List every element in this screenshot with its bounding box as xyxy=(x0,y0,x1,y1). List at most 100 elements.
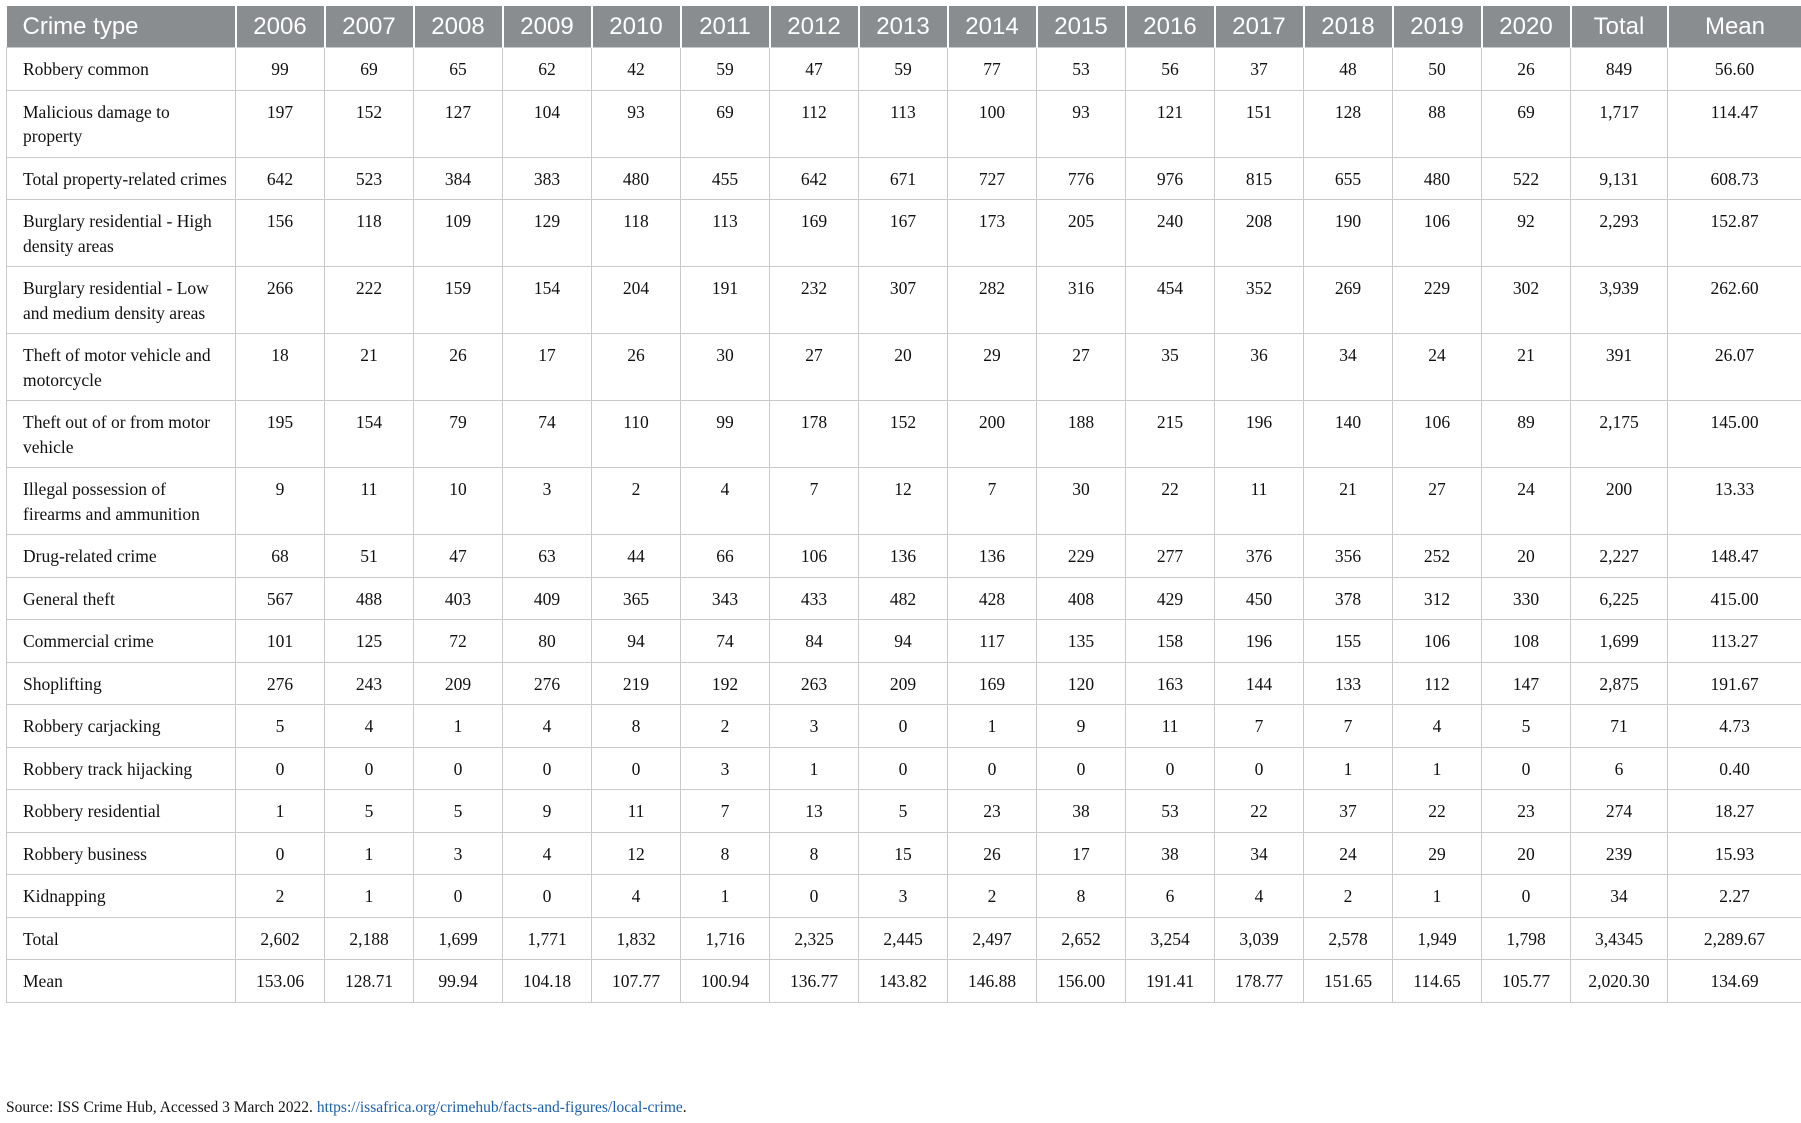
data-cell: 0 xyxy=(1214,746,1304,790)
data-cell: 118 xyxy=(591,199,681,267)
data-cell: 4.73 xyxy=(1667,704,1801,748)
data-cell: 3,4345 xyxy=(1570,916,1668,960)
data-cell: 191.41 xyxy=(1125,959,1215,1003)
row-label-cell: Kidnapping xyxy=(6,874,236,918)
row-label-cell: Theft out of or from motor vehicle xyxy=(6,400,236,468)
data-cell: 7 xyxy=(1214,704,1304,748)
data-cell: 48 xyxy=(1303,47,1393,91)
table-row: Kidnapping 2 1 0 0 4 1 0 3 2 8 6 4 2 1 0 34 2.27 xyxy=(6,874,1801,918)
data-cell: 59 xyxy=(680,47,770,91)
data-cell: 2,020.30 xyxy=(1570,959,1668,1003)
data-cell: 0 xyxy=(1481,874,1571,918)
data-cell: 480 xyxy=(591,156,681,200)
data-cell: 209 xyxy=(413,661,503,705)
data-cell: 27 xyxy=(769,333,859,401)
column-header: 2010 xyxy=(591,6,682,48)
data-cell: 22 xyxy=(1214,789,1304,833)
column-header: 2007 xyxy=(324,6,415,48)
row-label-cell: Robbery common xyxy=(6,47,236,91)
data-cell: 24 xyxy=(1481,467,1571,535)
data-cell: 263 xyxy=(769,661,859,705)
data-cell: 167 xyxy=(858,199,948,267)
data-cell: 1,949 xyxy=(1392,916,1482,960)
data-cell: 9 xyxy=(235,467,325,535)
column-header: 2018 xyxy=(1303,6,1394,48)
data-cell: 1 xyxy=(1392,746,1482,790)
data-cell: 6,225 xyxy=(1570,576,1668,620)
data-cell: 134.69 xyxy=(1667,959,1801,1003)
data-cell: 455 xyxy=(680,156,770,200)
column-header: 2015 xyxy=(1036,6,1127,48)
data-cell: 642 xyxy=(235,156,325,200)
data-cell: 608.73 xyxy=(1667,156,1801,200)
data-cell: 56 xyxy=(1125,47,1215,91)
data-cell: 151 xyxy=(1214,89,1304,158)
data-cell: 0 xyxy=(502,874,592,918)
row-label-cell: Commercial crime xyxy=(6,619,236,663)
data-cell: 1 xyxy=(947,704,1037,748)
data-cell: 151.65 xyxy=(1303,959,1393,1003)
data-cell: 26 xyxy=(413,333,503,401)
data-cell: 312 xyxy=(1392,576,1482,620)
data-cell: 107.77 xyxy=(591,959,681,1003)
data-cell: 1 xyxy=(324,831,414,875)
data-cell: 169 xyxy=(947,661,1037,705)
data-cell: 356 xyxy=(1303,534,1393,578)
data-cell: 3,039 xyxy=(1214,916,1304,960)
data-cell: 69 xyxy=(1481,89,1571,158)
data-cell: 219 xyxy=(591,661,681,705)
data-cell: 11 xyxy=(1214,467,1304,535)
data-cell: 378 xyxy=(1303,576,1393,620)
data-cell: 23 xyxy=(947,789,1037,833)
data-cell: 391 xyxy=(1570,333,1668,401)
row-label-cell: Burglary residential - Low and medium de… xyxy=(6,266,236,334)
data-cell: 384 xyxy=(413,156,503,200)
data-cell: 18.27 xyxy=(1667,789,1801,833)
data-cell: 276 xyxy=(502,661,592,705)
data-cell: 2 xyxy=(235,874,325,918)
column-header: 2020 xyxy=(1481,6,1572,48)
data-cell: 215 xyxy=(1125,400,1215,468)
data-cell: 316 xyxy=(1036,266,1126,334)
crime-statistics-table: Crime type 2006 2007 2008 2009 2010 2011 2012 20… xyxy=(6,6,1801,1003)
data-cell: 282 xyxy=(947,266,1037,334)
table-row: Theft of motor vehicle and motorcycle 18 2… xyxy=(6,333,1801,401)
data-cell: 2,175 xyxy=(1570,400,1668,468)
data-cell: 0 xyxy=(235,831,325,875)
row-label-cell: General theft xyxy=(6,576,236,620)
data-cell: 1,832 xyxy=(591,916,681,960)
data-cell: 0 xyxy=(769,874,859,918)
data-cell: 2 xyxy=(1303,874,1393,918)
source-link[interactable]: https://issafrica.org/crimehub/facts-and… xyxy=(316,1099,683,1116)
data-cell: 482 xyxy=(858,576,948,620)
data-cell: 1,699 xyxy=(1570,619,1668,663)
data-cell: 1,717 xyxy=(1570,89,1668,158)
row-label-cell: Illegal possession of firearms and ammun… xyxy=(6,467,236,535)
data-cell: 0 xyxy=(413,874,503,918)
data-cell: 113 xyxy=(858,89,948,158)
data-cell: 523 xyxy=(324,156,414,200)
data-cell: 113.27 xyxy=(1667,619,1801,663)
data-cell: 21 xyxy=(1303,467,1393,535)
data-cell: 94 xyxy=(858,619,948,663)
data-cell: 18 xyxy=(235,333,325,401)
data-cell: 140 xyxy=(1303,400,1393,468)
data-cell: 74 xyxy=(680,619,770,663)
data-cell: 7 xyxy=(769,467,859,535)
data-cell: 17 xyxy=(1036,831,1126,875)
data-cell: 1 xyxy=(324,874,414,918)
data-cell: 3,939 xyxy=(1570,266,1668,334)
column-header: Total xyxy=(1570,6,1669,48)
data-cell: 567 xyxy=(235,576,325,620)
data-cell: 849 xyxy=(1570,47,1668,91)
data-cell: 127 xyxy=(413,89,503,158)
data-cell: 2,293 xyxy=(1570,199,1668,267)
data-cell: 1 xyxy=(680,874,770,918)
data-cell: 383 xyxy=(502,156,592,200)
data-cell: 37 xyxy=(1214,47,1304,91)
data-cell: 129 xyxy=(502,199,592,267)
data-cell: 2,227 xyxy=(1570,534,1668,578)
data-cell: 128.71 xyxy=(324,959,414,1003)
data-cell: 84 xyxy=(769,619,859,663)
data-cell: 0 xyxy=(591,746,681,790)
